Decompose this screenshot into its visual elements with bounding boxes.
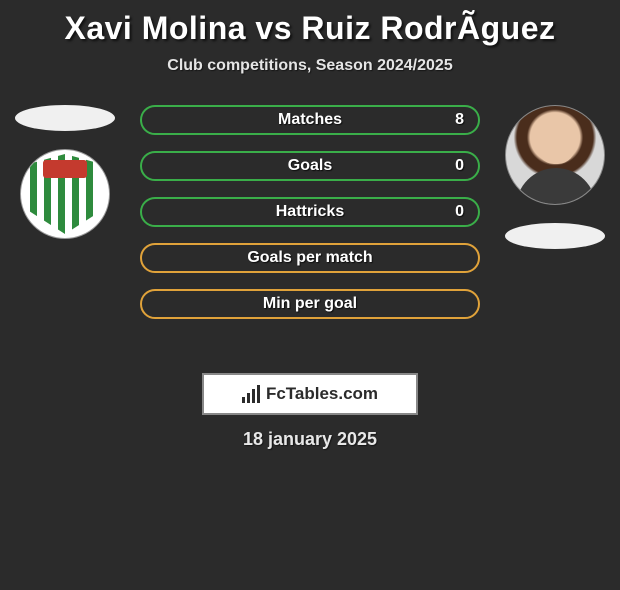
stat-value-right: 0 [455, 203, 464, 221]
stat-bar: Matches 8 [140, 105, 480, 135]
stat-bars-container: Matches 8 Goals 0 Hattricks 0 Goals per match M… [140, 105, 480, 319]
left-player-column [0, 105, 130, 239]
stat-label: Matches [278, 111, 342, 129]
date-label: 18 january 2025 [0, 429, 620, 450]
left-player-name-placeholder [15, 105, 115, 131]
left-club-crest [20, 149, 110, 239]
stat-bar: Goals 0 [140, 151, 480, 181]
logo-bars-icon [242, 385, 260, 403]
right-club-placeholder [505, 223, 605, 249]
stat-value-right: 8 [455, 111, 464, 129]
stat-label: Hattricks [276, 203, 344, 221]
comparison-area: Matches 8 Goals 0 Hattricks 0 Goals per match M… [0, 105, 620, 355]
logo-text: FcTables.com [266, 384, 378, 404]
stat-label: Min per goal [263, 295, 357, 313]
page-title: Xavi Molina vs Ruiz RodrÃ­guez [0, 10, 620, 47]
stat-bar: Hattricks 0 [140, 197, 480, 227]
right-player-column [490, 105, 620, 249]
subtitle: Club competitions, Season 2024/2025 [0, 57, 620, 75]
stat-label: Goals per match [247, 249, 372, 267]
right-player-photo [505, 105, 605, 205]
stat-bar: Goals per match [140, 243, 480, 273]
stat-label: Goals [288, 157, 332, 175]
stat-bar: Min per goal [140, 289, 480, 319]
fctables-logo: FcTables.com [202, 373, 418, 415]
stat-value-right: 0 [455, 157, 464, 175]
